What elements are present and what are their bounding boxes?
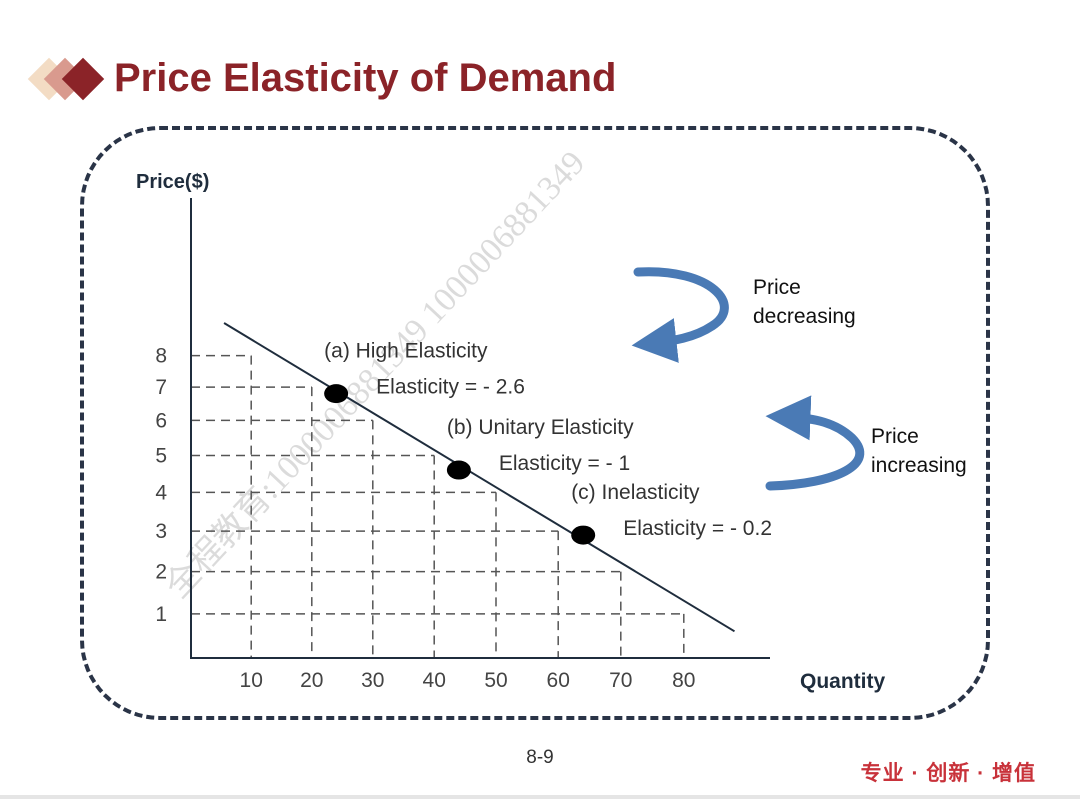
x-tick-10: 10 [240, 669, 263, 692]
slogan: 专业 · 创新 · 增值 [860, 762, 1036, 785]
point-1 [324, 384, 349, 404]
y-tick-3: 3 [155, 520, 167, 543]
y-tick-5: 5 [155, 445, 167, 468]
point-label-2: (b) Unitary Elasticity [447, 416, 634, 439]
y-tick-6: 6 [155, 409, 167, 432]
watermark-text: 全程教育:1000006881349 1000006881349 [158, 144, 592, 606]
point-3 [571, 525, 596, 545]
price-decreasing-arrow-icon [631, 267, 729, 363]
y-tick-2: 2 [155, 561, 167, 584]
elasticity-points [324, 384, 596, 545]
point-elasticity-1: Elasticity = - 2.6 [376, 376, 525, 399]
price-change-arrows: Price decreasing Price increasing [631, 267, 967, 491]
dashed-frame [80, 126, 990, 720]
y-tick-8: 8 [155, 345, 167, 368]
x-tick-20: 20 [300, 669, 323, 692]
point-elasticity-2: Elasticity = - 1 [499, 452, 630, 475]
y-tick-7: 7 [155, 376, 167, 399]
annotation-1-line-2: decreasing [753, 305, 856, 328]
x-axis-label: Quantity [800, 670, 885, 693]
x-tick-30: 30 [361, 669, 384, 692]
tick-labels: 10 20 30 40 50 60 70 80 1 2 3 4 5 6 7 8 [155, 345, 695, 692]
y-tick-4: 4 [155, 481, 167, 504]
demand-curve [223, 322, 736, 633]
x-tick-80: 80 [672, 669, 695, 692]
annotation-1-line-1: Price [753, 276, 801, 299]
x-tick-40: 40 [423, 669, 446, 692]
point-label-1: (a) High Elasticity [324, 340, 488, 363]
point-2 [446, 460, 471, 480]
annotation-2-line-1: Price [871, 425, 919, 448]
x-tick-50: 50 [484, 669, 507, 692]
price-increasing-arrow-icon [765, 395, 865, 491]
demand-line [223, 322, 736, 633]
y-axis-label: Price($) [136, 171, 209, 193]
bottom-bar [0, 795, 1080, 799]
point-elasticity-3: Elasticity = - 0.2 [623, 517, 772, 540]
dashed-guides [191, 354, 685, 658]
axes [190, 198, 770, 659]
page-number: 8-9 [526, 747, 554, 768]
point-label-3: (c) Inelasticity [571, 481, 700, 504]
x-tick-70: 70 [609, 669, 632, 692]
x-tick-60: 60 [547, 669, 570, 692]
slide-title: Price Elasticity of Demand [114, 56, 617, 100]
annotation-2-line-2: increasing [871, 454, 967, 477]
point-labels: (a) High Elasticity Elasticity = - 2.6 (b)… [324, 340, 772, 540]
y-tick-1: 1 [155, 603, 167, 626]
